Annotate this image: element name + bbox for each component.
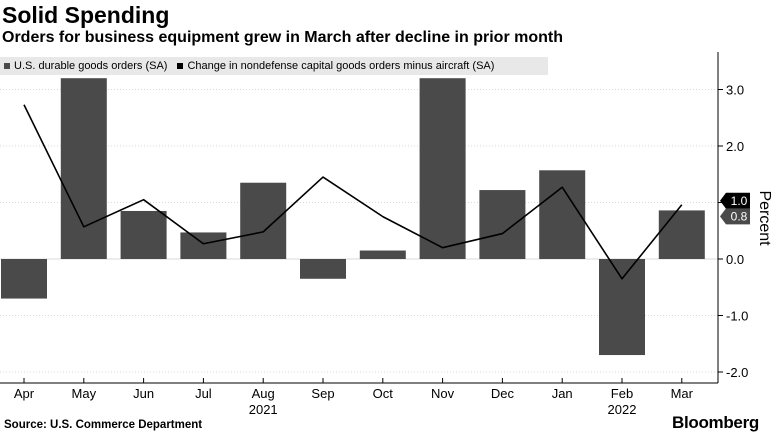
x-tick-label: May <box>72 386 97 401</box>
legend-label-line: Change in nondefense capital goods order… <box>187 60 495 72</box>
bar-sep <box>300 259 346 279</box>
bar-apr <box>1 259 47 299</box>
line-layer <box>23 104 683 280</box>
bar-mar <box>658 210 705 259</box>
bar-aug <box>240 182 287 259</box>
y-axis-label: Percent <box>756 190 773 246</box>
bar-feb <box>599 259 645 356</box>
bar-may <box>60 78 107 259</box>
x-tick-label: Dec <box>491 386 515 401</box>
end-tag-bar-label: 0.8 <box>731 209 748 223</box>
x-tick-label: Jul <box>195 386 212 401</box>
bar-nov <box>419 78 466 259</box>
end-tag-line: 1.0 <box>720 192 750 209</box>
grid-layer <box>0 89 718 373</box>
line-series <box>23 104 683 280</box>
chart-subtitle: Orders for business equipment grew in Ma… <box>2 29 563 46</box>
x-tick-label: Mar <box>671 386 694 401</box>
y-tick-label: 0.0 <box>726 252 744 267</box>
bar-jun <box>120 210 167 259</box>
x-tick-label: Oct <box>373 386 394 401</box>
legend-item-line: Change in nondefense capital goods order… <box>177 60 494 72</box>
x-tick-label: Feb <box>611 386 633 401</box>
x-tick-label: Apr <box>14 386 35 401</box>
y-tick-label: 2.0 <box>726 139 744 154</box>
bar-jan <box>539 170 586 259</box>
x-year-label: 2022 <box>608 402 637 417</box>
end-tag-line-bg <box>720 192 750 209</box>
bar-layer <box>1 78 705 356</box>
x-tick-label: Nov <box>431 386 455 401</box>
y-tick-label: -2.0 <box>726 365 748 380</box>
bar-dec <box>479 190 526 259</box>
chart-title: Solid Spending <box>2 2 170 28</box>
y-tick-label: 3.0 <box>726 83 744 98</box>
bloomberg-logo: Bloomberg <box>671 413 759 432</box>
source-note: Source: U.S. Commerce Department <box>4 419 203 431</box>
x-tick-label: Aug <box>252 386 275 401</box>
end-tag-line-label: 1.0 <box>731 194 748 208</box>
y-tick-label: -1.0 <box>726 309 748 324</box>
x-tick-label: Jun <box>133 386 154 401</box>
axis-layer: -2.0 -1.0 0.0 1.0 2.0 3.0 Percent Apr May Jun Jul A… <box>0 52 773 417</box>
bar-oct <box>359 250 406 259</box>
x-tick-label: Sep <box>311 386 334 401</box>
legend: U.S. durable goods orders (SA) Change in… <box>0 57 548 75</box>
end-tag-bar-bg <box>720 208 750 225</box>
x-tick-label: Jan <box>552 386 573 401</box>
legend-swatch-bars <box>4 63 10 69</box>
legend-item-bars: U.S. durable goods orders (SA) <box>4 60 167 72</box>
bar-jul <box>180 232 227 259</box>
legend-swatch-line <box>177 63 184 69</box>
legend-label-bars: U.S. durable goods orders (SA) <box>14 60 168 72</box>
end-tag-bar: 0.8 <box>720 208 750 225</box>
x-year-label: 2021 <box>249 402 278 417</box>
